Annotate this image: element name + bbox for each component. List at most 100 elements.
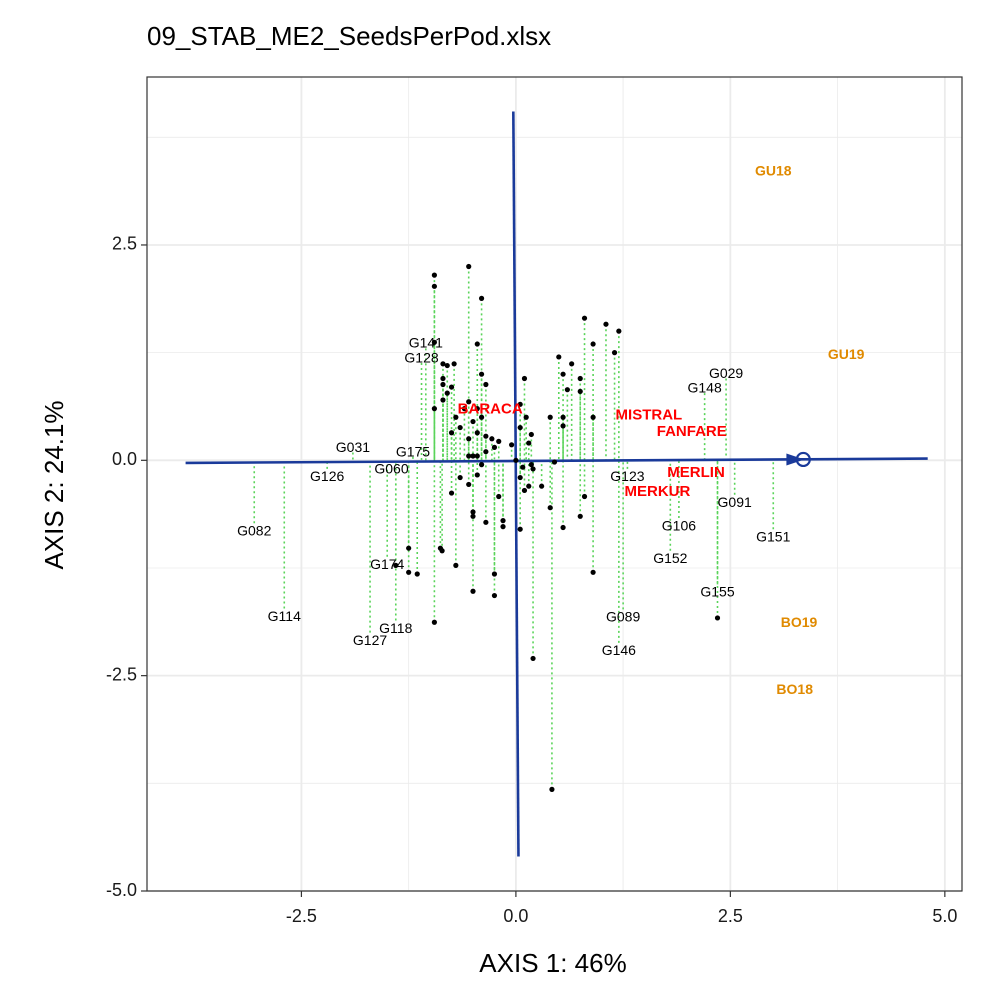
genotype-label: G114 — [268, 608, 301, 624]
y-tick-label: 0.0 — [112, 449, 137, 469]
data-point — [528, 431, 534, 438]
data-point — [457, 424, 463, 431]
data-point — [547, 414, 553, 420]
genotype-label: G151 — [756, 529, 790, 545]
data-point — [414, 571, 420, 577]
data-point — [453, 414, 459, 420]
data-point — [577, 388, 583, 395]
data-point — [440, 361, 446, 367]
data-point — [560, 423, 566, 429]
data-point — [714, 615, 721, 621]
data-point — [489, 436, 495, 442]
data-point — [500, 518, 506, 524]
data-point — [517, 526, 523, 532]
data-point — [577, 375, 583, 382]
data-point — [581, 315, 588, 321]
data-point — [431, 619, 437, 625]
genotype-label: G148 — [688, 380, 722, 396]
reference-label: MERLIN — [667, 464, 725, 481]
data-point — [483, 381, 489, 388]
genotype-label: G127 — [353, 632, 387, 648]
data-point — [577, 513, 583, 519]
data-point — [526, 440, 532, 446]
data-point — [590, 414, 596, 420]
reference-label: BARACA — [458, 400, 523, 417]
genotype-label: G141 — [409, 335, 443, 351]
data-point — [406, 569, 412, 575]
data-point — [478, 414, 485, 420]
data-point — [517, 401, 523, 407]
data-point — [470, 588, 476, 594]
genotype-label: G175 — [396, 443, 430, 459]
panel-border — [146, 76, 963, 892]
data-point — [564, 387, 570, 393]
biplot-axes — [185, 111, 928, 857]
data-point — [431, 339, 437, 345]
chart-title: 09_STAB_ME2_SeedsPerPod.xlsx — [147, 21, 551, 51]
data-point — [457, 474, 463, 481]
genotype-label: G146 — [602, 642, 636, 658]
genotype-label: G155 — [700, 584, 734, 600]
y-tick-label: 2.5 — [112, 234, 137, 254]
y-tick-label: -5.0 — [106, 880, 137, 900]
data-point — [590, 341, 596, 347]
data-point — [611, 350, 618, 356]
data-point — [474, 430, 480, 436]
data-point — [560, 524, 566, 531]
environment-label: BO19 — [781, 614, 818, 630]
data-point — [523, 414, 529, 420]
data-point — [500, 524, 506, 530]
data-point — [431, 272, 437, 278]
data-point — [444, 362, 450, 369]
data-point — [448, 430, 455, 436]
data-point — [547, 505, 553, 511]
reference-label: MISTRAL — [616, 406, 683, 423]
data-point — [474, 406, 480, 412]
environment-label: GU18 — [755, 162, 792, 178]
data-point — [448, 490, 455, 496]
environment-label: GU19 — [828, 346, 865, 362]
data-point — [509, 442, 515, 448]
data-point — [451, 361, 457, 367]
genotype-label: G152 — [653, 550, 687, 566]
data-point — [556, 354, 562, 360]
data-point — [530, 655, 536, 662]
data-point — [549, 786, 555, 792]
x-tick-label: 0.0 — [503, 906, 528, 926]
genotype-label: G106 — [662, 517, 696, 533]
data-point — [440, 375, 446, 382]
data-point — [491, 592, 498, 599]
genotype-label: G126 — [310, 468, 344, 484]
data-point — [517, 474, 523, 481]
data-point — [569, 361, 575, 367]
data-point — [466, 399, 472, 405]
data-point — [590, 569, 596, 575]
genotype-label: G174 — [370, 556, 404, 572]
data-point — [470, 509, 476, 515]
data-point — [406, 545, 412, 551]
data-points — [393, 263, 721, 792]
data-point — [483, 449, 489, 455]
data-point — [483, 519, 489, 525]
data-point — [470, 513, 476, 519]
data-point — [478, 371, 485, 377]
y-axis-title: AXIS 2: 24.1% — [39, 400, 69, 569]
data-point — [474, 472, 480, 478]
data-point — [530, 466, 536, 472]
data-point — [461, 406, 468, 412]
data-point — [521, 487, 528, 494]
data-point — [478, 295, 485, 301]
data-point — [474, 341, 480, 347]
data-point — [528, 462, 534, 468]
genotype-label: G082 — [237, 523, 271, 539]
data-point — [551, 459, 558, 465]
data-point — [470, 418, 476, 425]
genotype-label: G118 — [379, 620, 412, 636]
data-point — [393, 562, 399, 569]
genotype-label: G089 — [606, 609, 640, 625]
average-environment-marker — [795, 451, 811, 468]
y-tick-label: -2.5 — [106, 664, 137, 684]
data-point — [526, 483, 532, 489]
